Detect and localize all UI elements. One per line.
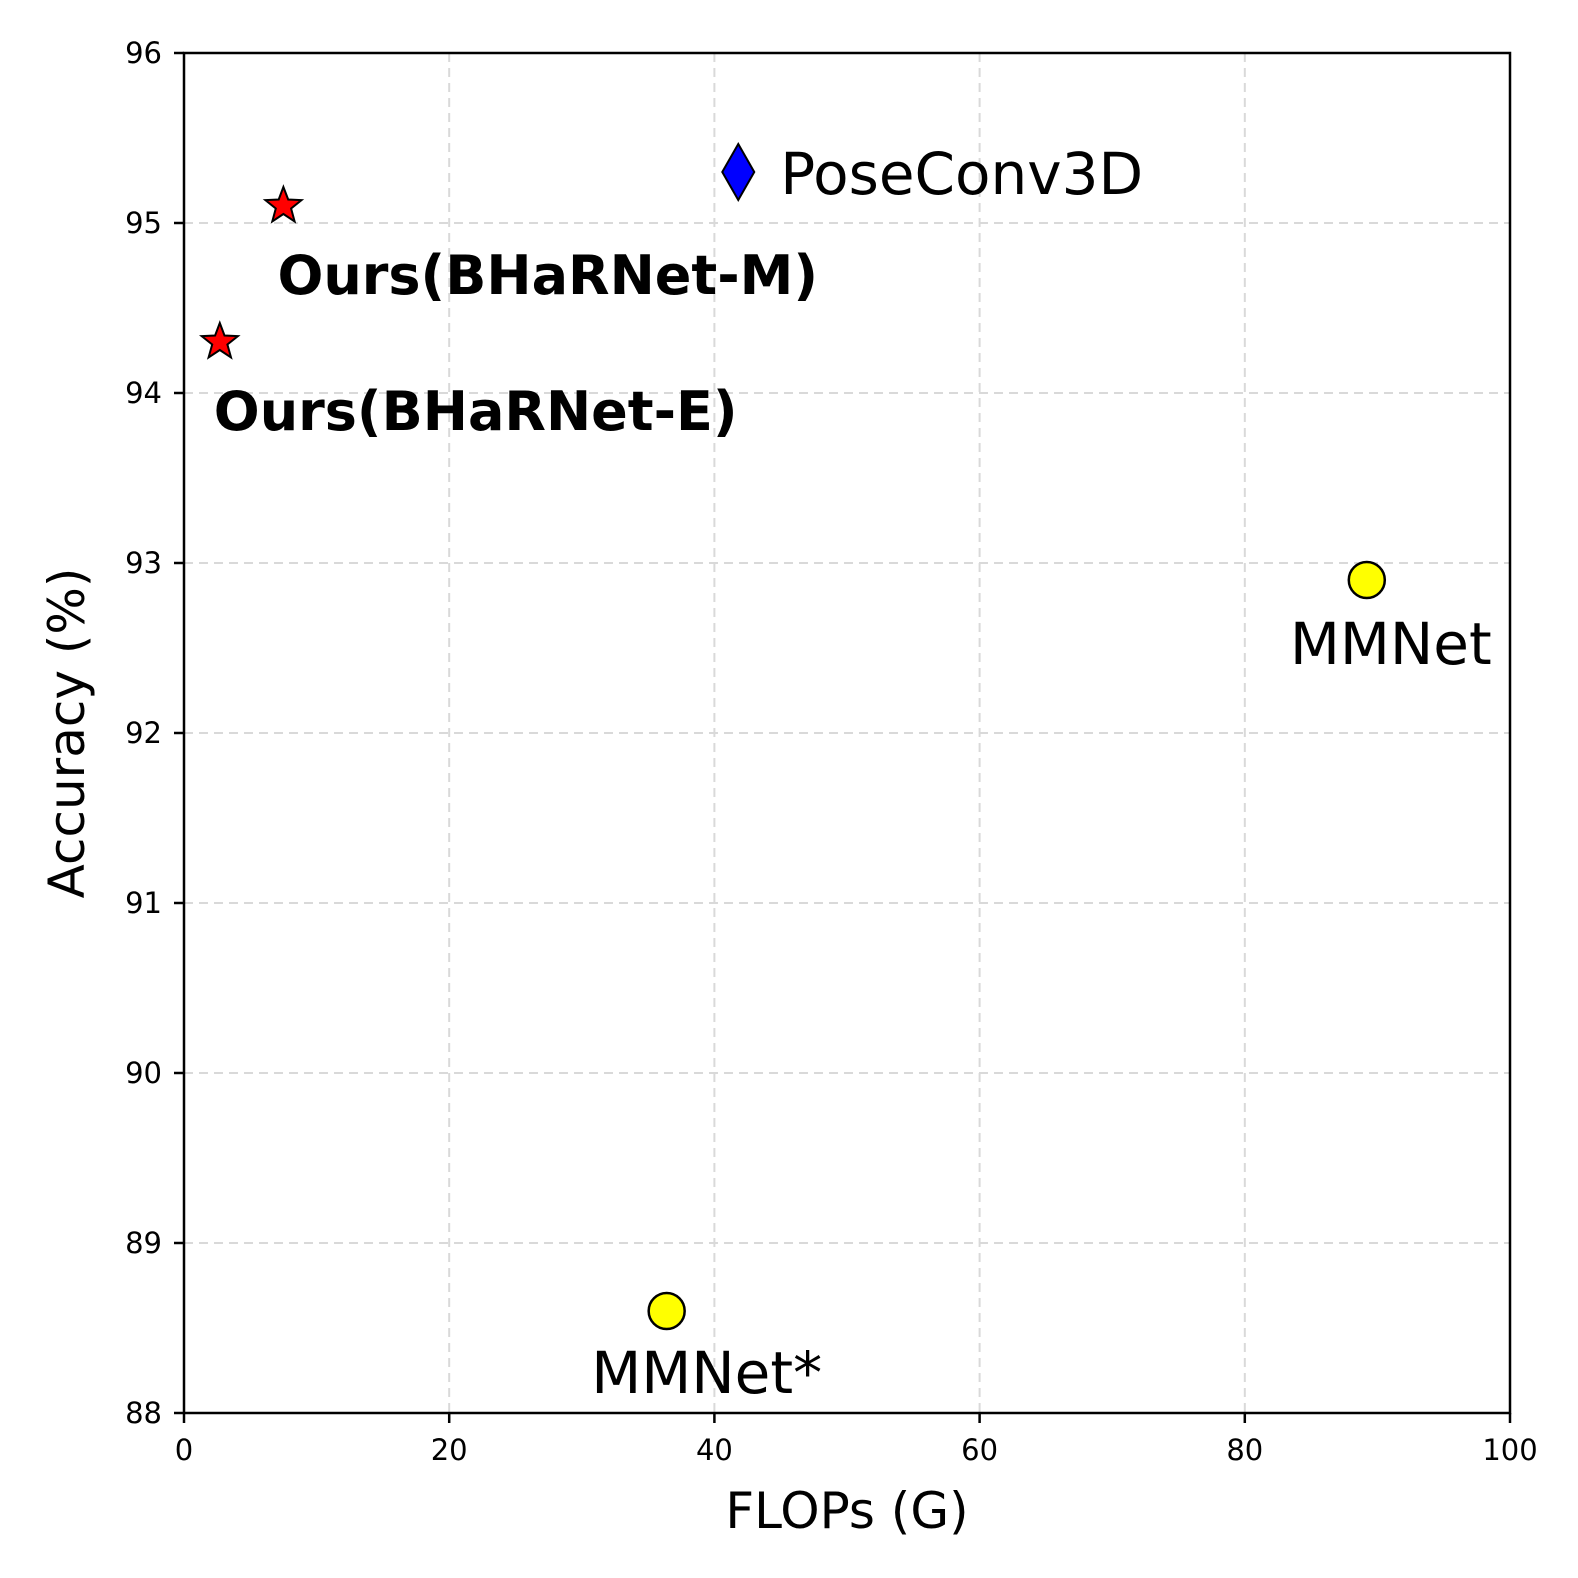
y-tick-label: 92 — [125, 716, 162, 750]
circle-marker — [647, 1291, 686, 1331]
diamond-marker — [721, 141, 756, 203]
x-tick-label: 60 — [961, 1433, 998, 1467]
point-label: Ours(BHaRNet-E) — [214, 380, 738, 443]
y-tick-label: 95 — [125, 206, 162, 240]
data-points — [198, 141, 1387, 1331]
x-tick-label: 100 — [1482, 1433, 1537, 1467]
x-tick-label: 0 — [175, 1433, 193, 1467]
y-tick-label: 94 — [125, 376, 162, 410]
star-marker — [198, 320, 241, 360]
y-tick-label: 90 — [125, 1056, 162, 1090]
axis-ticks: 0 20 40 60 80 100 88 89 90 91 92 93 94 95 96 — [125, 36, 1538, 1467]
y-tick-label: 93 — [125, 546, 162, 580]
y-axis-title: Accuracy (%) — [38, 568, 96, 899]
x-axis-title: FLOPs (G) — [725, 1482, 968, 1540]
y-tick-label: 96 — [125, 36, 162, 70]
point-label: PoseConv3D — [780, 140, 1143, 208]
y-tick-label: 91 — [125, 886, 162, 920]
star-marker — [262, 184, 305, 224]
point-label: Ours(BHaRNet-M) — [277, 244, 818, 307]
y-tick-label: 89 — [125, 1226, 162, 1260]
plot-frame — [182, 51, 1512, 1415]
point-label: MMNet — [1290, 610, 1492, 678]
x-tick-label: 40 — [696, 1433, 733, 1467]
circle-marker — [1347, 560, 1387, 600]
y-tick-label: 88 — [125, 1396, 162, 1430]
x-tick-label: 20 — [431, 1433, 468, 1467]
point-label: MMNet* — [591, 1339, 822, 1407]
x-tick-label: 80 — [1226, 1433, 1263, 1467]
point-labels: Ours(BHaRNet-M) Ours(BHaRNet-E) PoseConv3D… — [214, 140, 1492, 1407]
grid-lines — [184, 53, 1510, 1413]
